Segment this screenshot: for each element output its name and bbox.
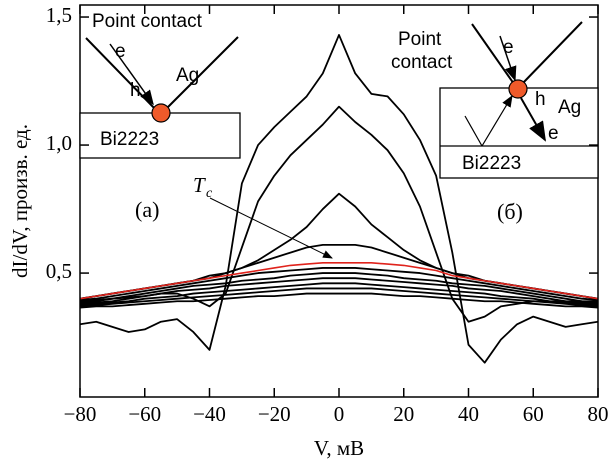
- y-axis-label: dI/dV, произв. ед.: [8, 124, 32, 278]
- x-tick-label: 60: [523, 402, 544, 426]
- inset-label: Bi2223: [100, 129, 159, 150]
- tc-label-sub: c: [206, 186, 213, 201]
- curve: [80, 287, 598, 308]
- tc-label: T: [193, 173, 206, 197]
- curves: [80, 34, 598, 364]
- inset-title: Point: [398, 29, 442, 50]
- inset-label: h: [130, 80, 141, 101]
- x-tick-label: 20: [393, 402, 414, 426]
- curve: [80, 282, 598, 306]
- panel-label: (б): [497, 199, 523, 224]
- x-tick-label: 80: [588, 402, 609, 426]
- curve: [80, 262, 598, 300]
- inset-title: contact: [391, 52, 453, 73]
- inset-label: h: [535, 89, 546, 110]
- inset-label: e: [548, 123, 559, 144]
- inset-label: Ag: [176, 65, 199, 86]
- inset-b: Point contact e h Ag e Bi2223: [391, 21, 599, 179]
- inset-arrow: [499, 35, 517, 82]
- contact-point: [151, 103, 171, 123]
- inset-a: Point contact e h Ag Bi2223: [79, 11, 241, 159]
- y-tick-label: 1,5: [46, 3, 72, 27]
- inset-label: Ag: [558, 97, 581, 118]
- y-tick-label: 1,0: [46, 131, 72, 155]
- inset-line: [162, 36, 239, 113]
- inset-arrow: [481, 94, 513, 147]
- inset-label: e: [115, 41, 126, 62]
- x-tick-label: 40: [458, 402, 479, 426]
- curve: [80, 267, 598, 301]
- curve: [80, 292, 598, 309]
- x-tick-label: −40: [193, 402, 226, 426]
- inset-line: [521, 21, 583, 85]
- panel-label: (a): [135, 197, 159, 222]
- x-tick-label: 0: [334, 402, 345, 426]
- x-tick-label: −80: [64, 402, 97, 426]
- inset-arrow: [109, 43, 154, 106]
- curve: [80, 34, 598, 364]
- inset-title: Point contact: [92, 11, 203, 32]
- inset-label: Bi2223: [462, 153, 521, 174]
- curve: [80, 277, 598, 305]
- inset-box: [439, 87, 599, 179]
- y-tick-label: 0,5: [46, 259, 72, 283]
- x-axis-label: V, мВ: [314, 436, 364, 460]
- curve: [80, 272, 598, 304]
- x-tick-label: −60: [128, 402, 161, 426]
- inset-line: [464, 115, 483, 147]
- x-tick-label: −20: [258, 402, 291, 426]
- contact-point: [508, 79, 528, 99]
- inset-label: e: [503, 37, 514, 58]
- tc-arrow: [209, 197, 333, 259]
- inset-arrow: [520, 97, 546, 142]
